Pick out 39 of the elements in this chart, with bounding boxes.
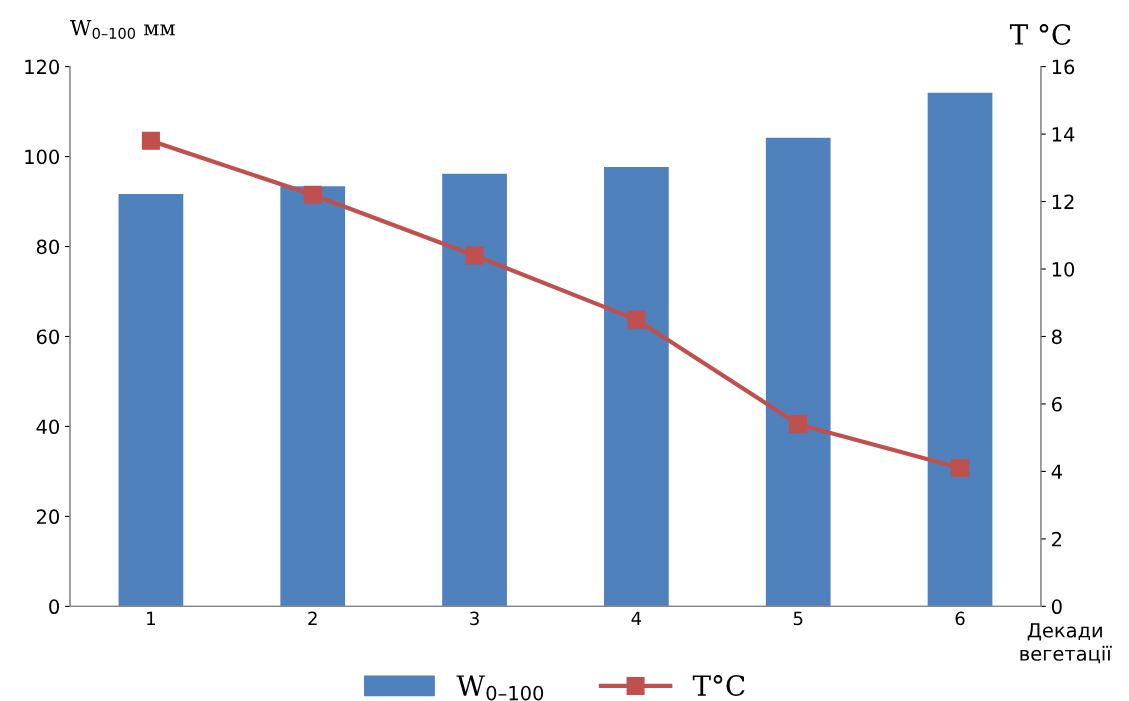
x-tick-label: 4 — [631, 611, 642, 625]
y2-tick-label: 14 — [1052, 127, 1075, 142]
y-tick-label: 100 — [25, 149, 59, 165]
y2-tick-label: 4 — [1051, 464, 1062, 479]
y2-tick-label: 2 — [1052, 531, 1062, 547]
legend-label: T°C — [692, 675, 745, 697]
point — [789, 415, 808, 434]
y2-tick-label: 0 — [1051, 599, 1062, 615]
bar — [765, 137, 831, 607]
x-tick-label: 5 — [793, 611, 803, 626]
point — [627, 310, 646, 329]
bar — [442, 173, 507, 607]
y-tick-label: 20 — [36, 509, 59, 525]
y2-tick-label: 16 — [1052, 59, 1075, 75]
y2-tick-label: 8 — [1051, 329, 1062, 345]
y2-tick-label: 12 — [1052, 194, 1074, 209]
y-tick-label: 40 — [36, 419, 59, 435]
y2-tick-label: 10 — [1052, 261, 1075, 277]
x-tick-label: 3 — [470, 611, 479, 626]
y-tick-label: 60 — [36, 329, 59, 345]
y2-tick-label: 6 — [1052, 396, 1062, 412]
y-tick-label: 120 — [25, 59, 59, 75]
y-axis-title: W$_{0–100}$ мм — [70, 20, 175, 39]
legend-label: W$_{0–100}$ — [456, 675, 544, 701]
point — [950, 459, 970, 478]
x-axis-title: Декади вегетації — [1020, 623, 1112, 664]
bar — [118, 193, 184, 607]
y-tick-label: 80 — [36, 239, 59, 255]
point — [303, 185, 322, 204]
y-tick-label: 0 — [49, 599, 59, 615]
point — [465, 246, 484, 265]
x-tick-label: 2 — [308, 611, 317, 625]
point — [141, 131, 160, 150]
bar — [604, 166, 669, 607]
x-tick-label: 1 — [147, 611, 155, 625]
y2-axis-title: T °C — [1009, 24, 1071, 46]
bar — [927, 92, 993, 607]
x-tick-label: 6 — [955, 611, 965, 626]
bar — [280, 186, 346, 607]
